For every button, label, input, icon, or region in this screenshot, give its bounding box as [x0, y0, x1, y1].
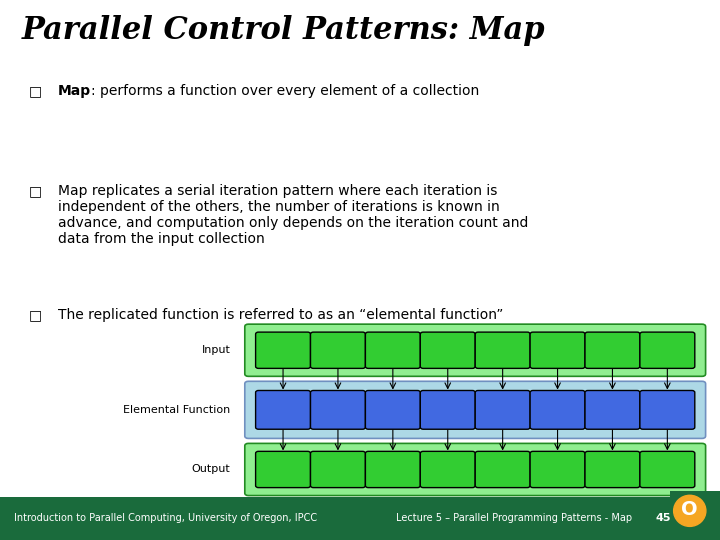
Text: Output: Output	[192, 464, 230, 475]
Text: O: O	[681, 501, 698, 519]
FancyBboxPatch shape	[366, 451, 420, 488]
FancyBboxPatch shape	[245, 443, 706, 496]
FancyBboxPatch shape	[256, 451, 310, 488]
Text: 45: 45	[655, 514, 671, 523]
FancyBboxPatch shape	[530, 451, 585, 488]
FancyBboxPatch shape	[585, 451, 640, 488]
Text: Elemental Function: Elemental Function	[123, 405, 230, 415]
FancyBboxPatch shape	[366, 390, 420, 429]
FancyBboxPatch shape	[475, 332, 530, 368]
Text: □: □	[29, 184, 42, 198]
FancyBboxPatch shape	[585, 390, 640, 429]
FancyBboxPatch shape	[420, 451, 475, 488]
FancyBboxPatch shape	[530, 332, 585, 368]
FancyBboxPatch shape	[256, 332, 310, 368]
FancyBboxPatch shape	[420, 390, 475, 429]
Text: Map replicates a serial iteration pattern where each iteration is
independent of: Map replicates a serial iteration patter…	[58, 184, 528, 246]
FancyBboxPatch shape	[366, 332, 420, 368]
FancyBboxPatch shape	[256, 390, 310, 429]
FancyBboxPatch shape	[475, 390, 530, 429]
FancyBboxPatch shape	[640, 332, 695, 368]
FancyBboxPatch shape	[310, 451, 365, 488]
FancyBboxPatch shape	[310, 390, 365, 429]
FancyBboxPatch shape	[245, 324, 706, 376]
Text: Input: Input	[202, 345, 230, 355]
Text: Parallel Control Patterns: Map: Parallel Control Patterns: Map	[22, 15, 545, 46]
FancyBboxPatch shape	[245, 381, 706, 438]
Text: □: □	[29, 84, 42, 98]
Text: □: □	[29, 308, 42, 322]
Text: Lecture 5 – Parallel Programming Patterns - Map: Lecture 5 – Parallel Programming Pattern…	[396, 514, 632, 523]
Text: The replicated function is referred to as an “elemental function”: The replicated function is referred to a…	[58, 308, 503, 322]
Text: Map: Map	[58, 84, 91, 98]
FancyBboxPatch shape	[475, 451, 530, 488]
FancyBboxPatch shape	[640, 390, 695, 429]
Text: : performs a function over every element of a collection: : performs a function over every element…	[91, 84, 479, 98]
Text: Introduction to Parallel Computing, University of Oregon, IPCC: Introduction to Parallel Computing, Univ…	[14, 514, 318, 523]
FancyBboxPatch shape	[640, 451, 695, 488]
FancyBboxPatch shape	[310, 332, 365, 368]
FancyBboxPatch shape	[585, 332, 640, 368]
Circle shape	[674, 495, 706, 526]
FancyBboxPatch shape	[420, 332, 475, 368]
FancyBboxPatch shape	[530, 390, 585, 429]
